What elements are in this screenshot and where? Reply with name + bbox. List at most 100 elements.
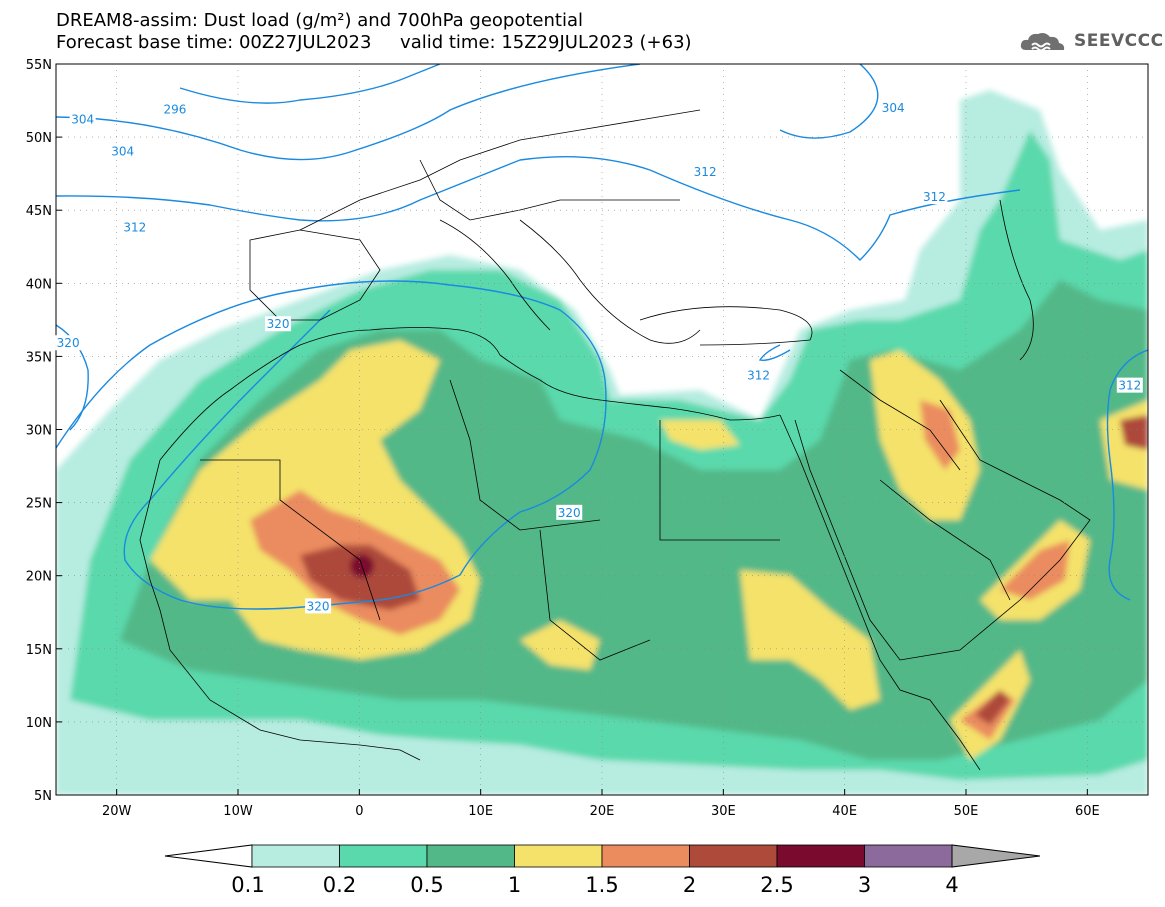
contour-label-bg <box>880 99 907 115</box>
contour-label: 304 <box>882 101 905 115</box>
contour-312-cyprus <box>758 344 791 361</box>
x-tick-label: 30E <box>711 804 736 819</box>
coastline-turkey <box>639 306 813 346</box>
colorbar-label: 2.5 <box>760 873 794 897</box>
colorbar-label: 0.2 <box>322 873 357 897</box>
contour-label-bg <box>265 316 292 332</box>
gridlines <box>56 64 1148 795</box>
colorbar-swatch <box>776 844 865 868</box>
contour-label: 312 <box>747 368 770 382</box>
x-tick-label: 20E <box>590 804 615 819</box>
x-tick-label: 60E <box>1075 804 1100 819</box>
contour-label-bg <box>745 367 772 383</box>
forecast-time-line: Forecast base time: 00Z27JUL2023 valid t… <box>56 32 692 53</box>
y-tick-label: 40N <box>26 277 52 292</box>
colorbar-label: 1.5 <box>585 873 619 897</box>
contour-label-bg <box>921 189 948 205</box>
x-tick-label: 50E <box>954 804 979 819</box>
y-tick-label: 45N <box>26 204 52 219</box>
colorbar-swatch <box>251 844 340 868</box>
country-borders <box>139 109 1091 771</box>
contour-label: 320 <box>558 506 581 520</box>
x-tick-label: 40E <box>832 804 857 819</box>
coastline-italy <box>439 219 551 331</box>
colorbar-swatch <box>339 844 428 868</box>
contour-label: 304 <box>71 113 94 127</box>
border-arabia-2 <box>879 479 1011 601</box>
coastline-balkans <box>519 219 701 344</box>
contour-label-bg <box>109 143 136 159</box>
contour-label: 304 <box>111 145 134 159</box>
border-europe-2 <box>419 159 680 221</box>
y-tick-label: 35N <box>26 350 52 365</box>
colorbar-label: 0.5 <box>410 873 444 897</box>
y-tick-label: 15N <box>26 643 52 658</box>
border-sahara-4 <box>539 529 651 661</box>
colorbar-label: 1 <box>507 873 522 897</box>
contour-296 <box>179 64 441 104</box>
contour-label: 312 <box>923 190 946 204</box>
y-tick-label: 55N <box>26 58 52 73</box>
y-tick-label: 50N <box>26 131 52 146</box>
contour-label: 320 <box>57 336 80 350</box>
contour-label: 320 <box>307 599 330 613</box>
contour-304-east <box>779 64 879 139</box>
colorbar-over-arrow <box>951 844 1041 868</box>
coastline-arabia <box>794 399 1091 661</box>
colorbar-swatch <box>514 844 603 868</box>
y-tick-label: 25N <box>26 497 52 512</box>
y-tick-label: 20N <box>26 570 52 585</box>
contour-label: 296 <box>163 102 186 116</box>
coastline-north-africa <box>159 327 781 461</box>
border-arabia-1 <box>839 369 961 471</box>
x-tick-label: 20W <box>102 804 132 819</box>
coastline-iberia <box>249 229 381 321</box>
contour-label-bg <box>69 111 96 127</box>
coastline-caspian <box>999 199 1034 361</box>
contour-label-bg <box>305 598 332 614</box>
contour-312-east <box>1106 349 1148 601</box>
colorbar-swatch <box>864 844 953 868</box>
dust-band-1.5-oman <box>1000 540 1070 600</box>
contour-label-bg <box>556 504 583 520</box>
dust-band-1-libya <box>660 420 740 450</box>
dust-band-1.5-iraq <box>920 400 960 470</box>
map-title: DREAM8-assim: Dust load (g/m²) and 700hP… <box>56 10 583 31</box>
contour-label: 312 <box>123 221 146 235</box>
colorbar-under-arrow <box>164 844 253 868</box>
coastline-west-africa <box>139 459 421 761</box>
contour-labels: 304 296 304 312 312 304 312 320 320 312 312 320 320 <box>55 99 1143 614</box>
colorbar-label: 4 <box>945 873 959 897</box>
x-tick-label: 0 <box>355 804 363 819</box>
logo-text: SEEVCCC <box>1074 31 1164 51</box>
y-tick-label: 10N <box>26 716 52 731</box>
border-sahara-2 <box>449 379 601 531</box>
y-tick-label: 5N <box>34 789 52 804</box>
coastline-red-sea <box>779 414 981 771</box>
contour-label-bg <box>161 101 188 117</box>
dust-band-1-chad <box>520 620 600 670</box>
colorbar-label: 0.1 <box>231 873 265 897</box>
y-tick-label: 30N <box>26 424 52 439</box>
x-tick-label: 10E <box>468 804 493 819</box>
y-axis-ticks: 55N 50N 45N 40N 35N 30N 25N 20N 15N 10N 5N <box>26 58 62 804</box>
contour-312-north <box>56 155 1021 261</box>
contour-304-west <box>56 64 641 161</box>
contour-label-bg <box>1116 377 1143 393</box>
colorbar-swatch <box>601 844 690 868</box>
contour-label-bg <box>55 335 82 351</box>
border-sahara-3 <box>659 420 780 541</box>
dust-band-2-iran <box>1120 415 1148 450</box>
contour-label: 312 <box>1118 379 1141 393</box>
colorbar-swatch <box>689 844 778 868</box>
contour-label-bg <box>121 219 148 235</box>
contour-320-main <box>56 280 607 610</box>
border-sahara-1 <box>200 459 381 621</box>
dust-band-2-somalia <box>975 690 1010 725</box>
border-europe-1 <box>299 109 701 231</box>
cloud-logo-icon <box>1020 33 1065 52</box>
contour-label: 312 <box>694 165 717 179</box>
contour-label: 320 <box>267 317 290 331</box>
